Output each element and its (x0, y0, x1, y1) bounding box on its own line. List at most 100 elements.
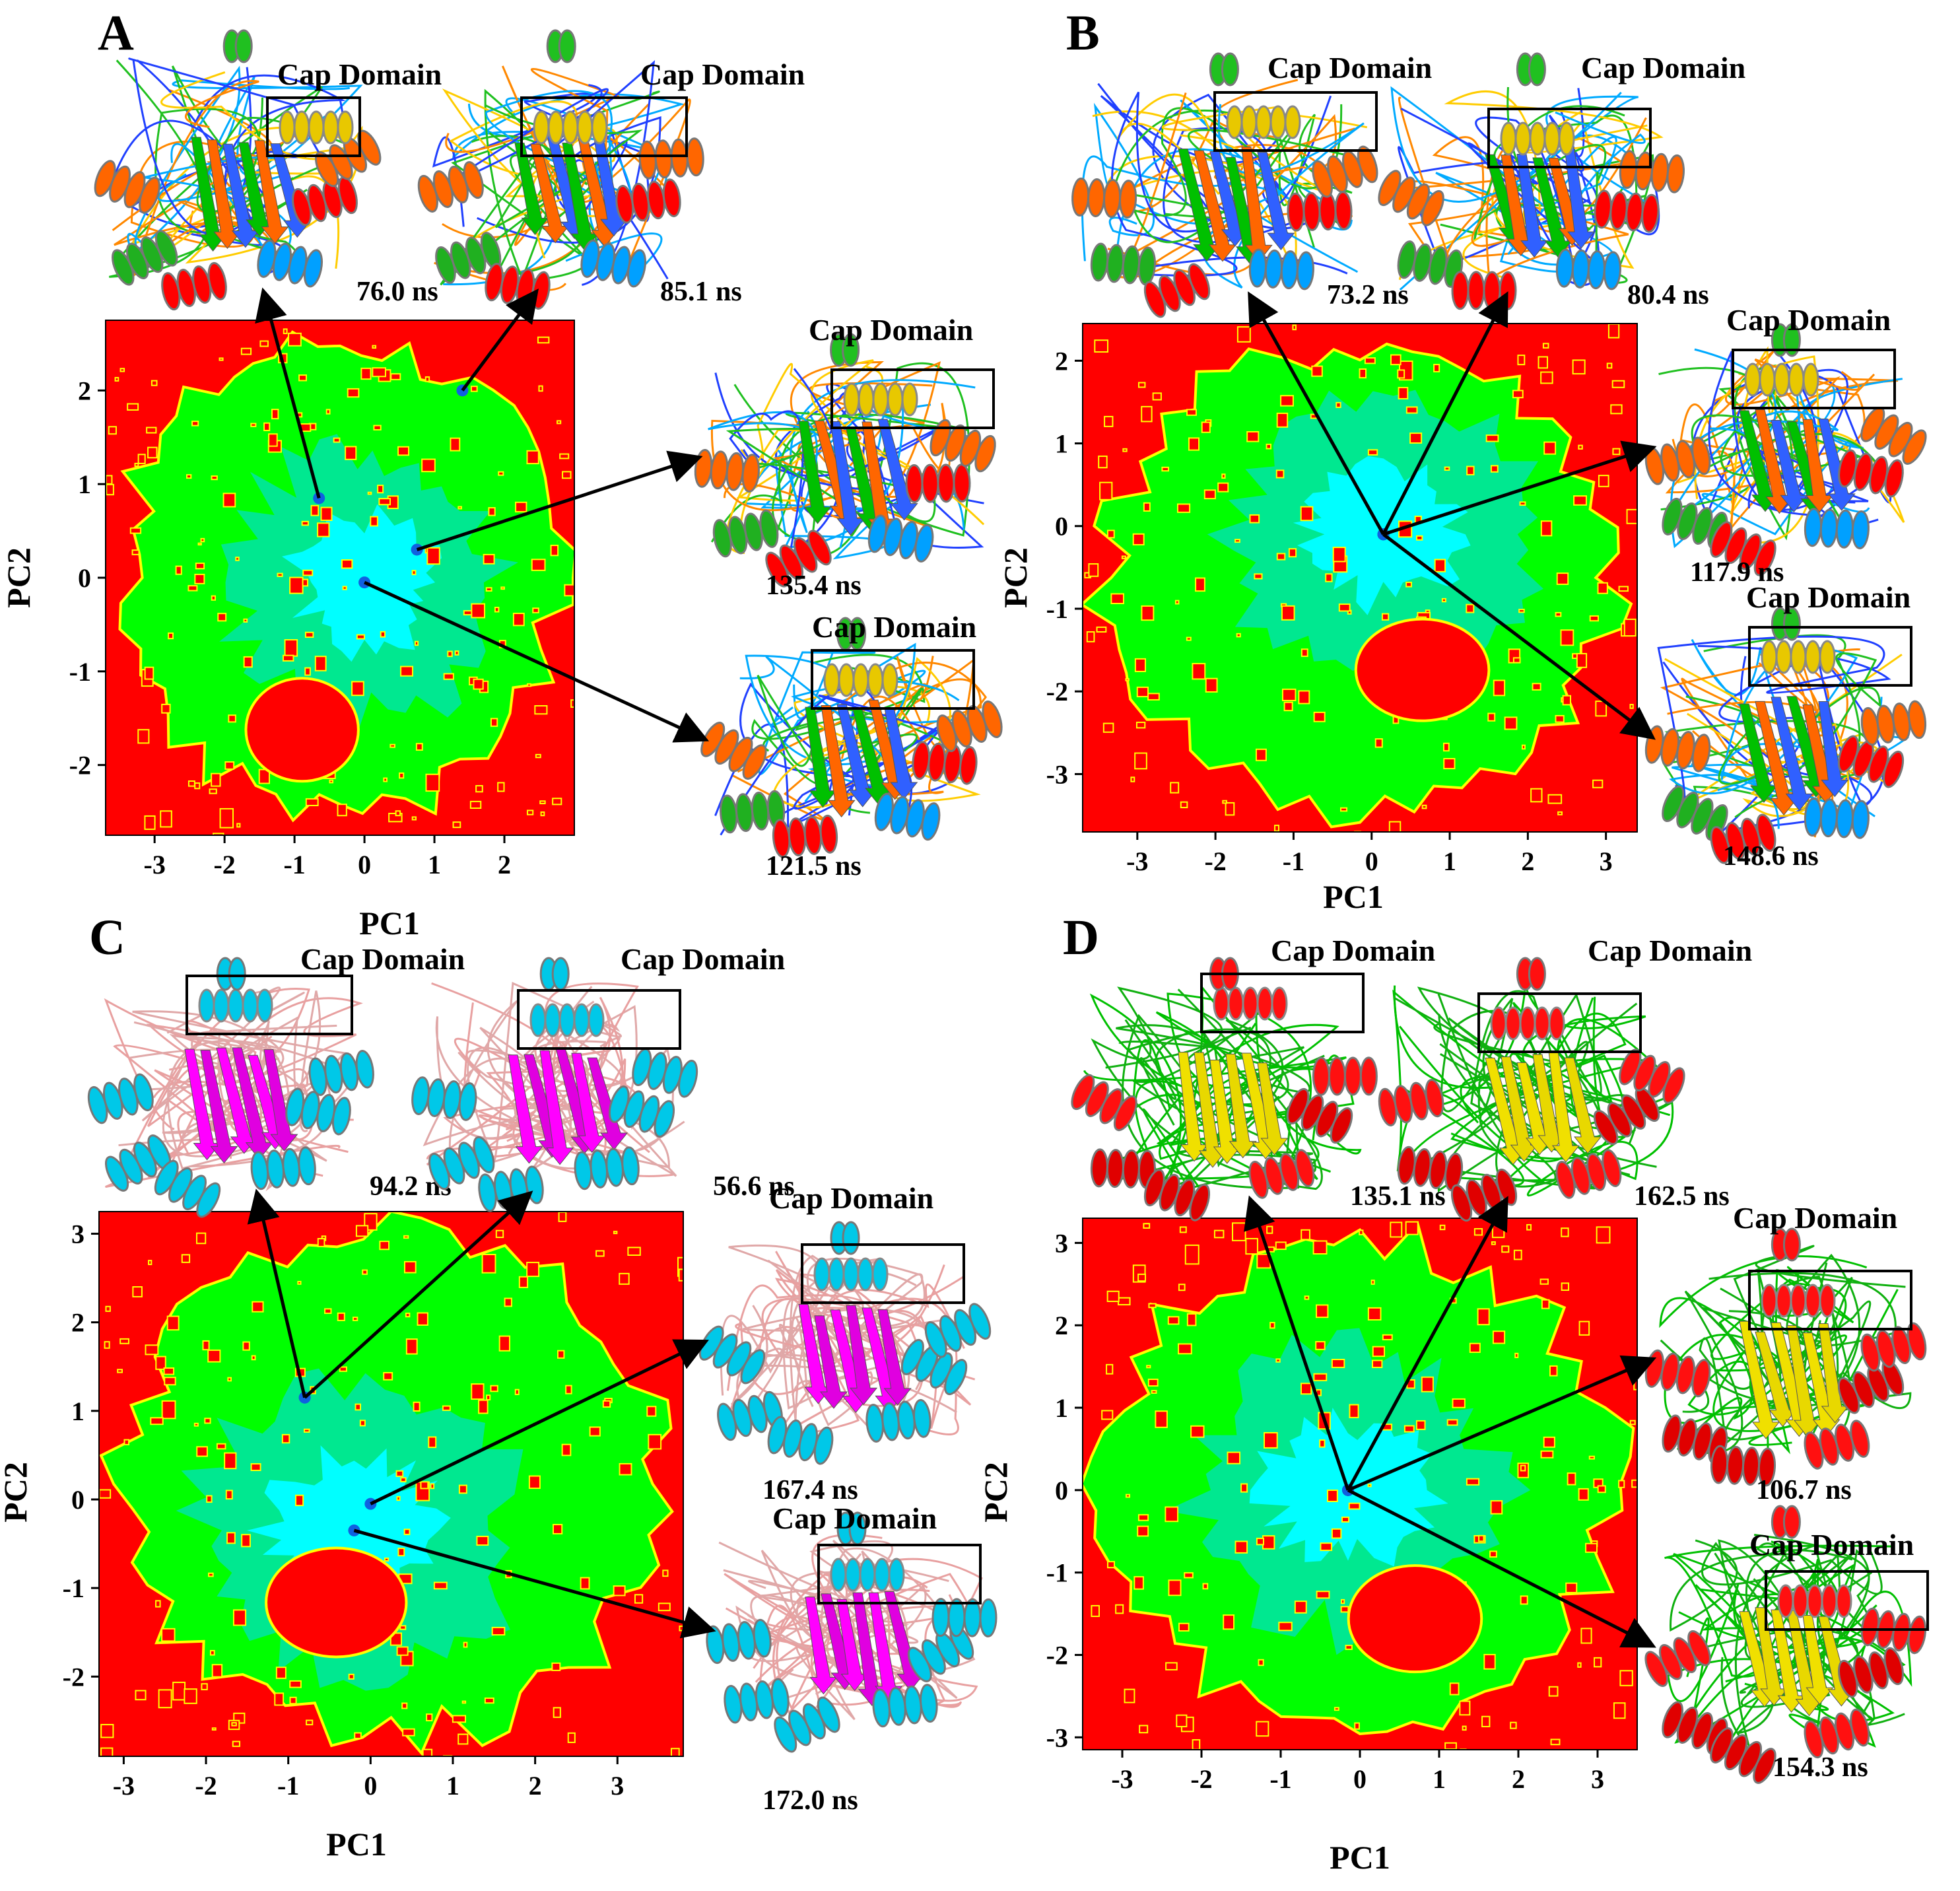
protein-helix (1451, 271, 1517, 310)
speckle (1578, 1488, 1589, 1501)
speckle (526, 809, 534, 815)
speckle (1349, 1404, 1359, 1418)
speckle (166, 1315, 180, 1331)
speckle (589, 1426, 601, 1437)
speckle (1202, 1583, 1209, 1590)
speckle (1577, 1662, 1582, 1668)
time-label: 56.6 ns (713, 1171, 795, 1202)
speckle (399, 772, 405, 779)
speckle (211, 1664, 223, 1678)
speckle (414, 640, 419, 646)
protein-helix (1071, 1074, 1137, 1132)
cap-domain-box (1748, 1270, 1912, 1330)
protein-helix (234, 29, 253, 63)
speckle (1102, 722, 1114, 733)
speckle (421, 458, 436, 473)
speckle (1099, 481, 1113, 500)
speckle (1520, 1464, 1526, 1472)
speckle (1483, 1653, 1496, 1670)
speckle (1101, 1410, 1114, 1420)
protein-coil (748, 1550, 870, 1701)
speckle (1254, 573, 1263, 580)
speckle (469, 800, 482, 809)
speckle (1331, 1528, 1342, 1539)
speckle (129, 527, 142, 534)
speckle (325, 409, 331, 415)
arrow-to-structure (1347, 1355, 1657, 1492)
cap-domain-helix (1213, 986, 1288, 1021)
protein-strand (814, 1315, 848, 1409)
speckle (348, 1673, 355, 1680)
structure-inset: Cap Domain 135.4 ns (694, 313, 996, 601)
cap-domain-label: Cap Domain (1746, 580, 1910, 614)
y-tick-label: 1 (71, 1396, 84, 1426)
speckle (678, 1268, 683, 1282)
speckle (1178, 1284, 1186, 1291)
speckle (1186, 636, 1192, 641)
speckle (227, 1377, 232, 1382)
protein-helix (1555, 1149, 1622, 1199)
speckle (1549, 1365, 1558, 1377)
speckle (1278, 1622, 1293, 1632)
speckle (1134, 752, 1147, 770)
speckle (226, 1532, 236, 1544)
arrow-to-structure (461, 288, 539, 392)
speckle (1421, 1376, 1434, 1392)
speckle (1540, 520, 1553, 537)
speckle (1283, 701, 1293, 712)
y-tick-label: 0 (1055, 512, 1068, 541)
speckle (1580, 1628, 1592, 1644)
speckle (1606, 362, 1613, 369)
plot-frame (1082, 323, 1638, 833)
cap-domain-helix (529, 1003, 605, 1037)
speckle (602, 1400, 611, 1408)
speckle (1597, 582, 1608, 594)
speckle (1550, 1738, 1561, 1746)
speckle (1469, 1342, 1481, 1354)
speckle (1301, 648, 1308, 657)
speckle (1623, 618, 1637, 637)
y-tick-label: 1 (78, 469, 91, 499)
speckle (317, 1237, 325, 1247)
speckle (1364, 357, 1376, 364)
protein-helix (250, 1146, 316, 1190)
speckle (1597, 1485, 1606, 1494)
speckle (400, 1477, 407, 1483)
speckle (1227, 1451, 1241, 1464)
protein-coil (133, 1021, 310, 1157)
protein-helix (574, 1146, 640, 1190)
speckle (1264, 1431, 1278, 1449)
protein-helix (632, 1048, 698, 1098)
speckle (1405, 406, 1418, 414)
speckle (352, 1317, 358, 1321)
speckle (1152, 392, 1162, 401)
speckle (396, 1646, 409, 1656)
speckle (339, 1366, 347, 1372)
protein-helix (1710, 813, 1776, 864)
speckle (1313, 711, 1326, 722)
y-tick-label: 3 (71, 1220, 84, 1249)
speckle (1086, 631, 1095, 642)
speckle (1594, 1657, 1602, 1668)
speckle (399, 1625, 407, 1630)
speckle (333, 437, 341, 443)
protein-strand (593, 138, 628, 236)
speckle (1190, 1425, 1205, 1438)
protein-helix (900, 1338, 968, 1396)
speckle (534, 705, 548, 715)
speckle (403, 1235, 409, 1239)
speckle (488, 507, 496, 516)
high-energy-pocket (1347, 1564, 1483, 1674)
speckle (268, 433, 278, 447)
protein-helix (638, 137, 704, 180)
x-tick-label: -2 (1190, 1764, 1212, 1794)
speckle (1275, 1241, 1287, 1251)
speckle (196, 1446, 208, 1457)
protein-helix (712, 509, 779, 558)
speckle (1148, 1303, 1157, 1309)
protein-helix (435, 232, 502, 284)
arrow-to-structure (353, 1529, 716, 1639)
speckle (146, 427, 157, 434)
speckle (1490, 1500, 1503, 1515)
speckle (1170, 782, 1180, 794)
